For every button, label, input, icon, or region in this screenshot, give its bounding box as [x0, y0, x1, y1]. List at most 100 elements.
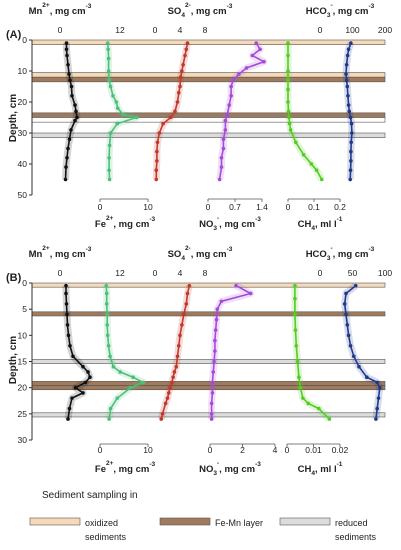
data-point — [229, 94, 233, 98]
data-point — [178, 84, 182, 89]
data-point — [115, 396, 120, 400]
data-point — [295, 359, 300, 364]
data-point — [174, 364, 179, 369]
legend-label: reduced — [335, 518, 368, 528]
series-line — [294, 285, 330, 420]
data-point — [350, 131, 354, 135]
top-axis-label: Mn2+, mg cm-3 — [29, 245, 92, 260]
data-point — [346, 47, 351, 52]
top-tick-label: 200 — [378, 25, 392, 35]
data-point — [181, 63, 185, 67]
series-line — [105, 285, 144, 420]
data-point — [64, 291, 68, 296]
y-tick-label: 10 — [18, 330, 28, 340]
data-point — [210, 380, 215, 385]
band-oxidized — [31, 72, 386, 78]
data-point — [349, 121, 354, 126]
data-point — [88, 375, 92, 380]
data-point — [106, 56, 111, 61]
band-boxed — [31, 117, 386, 123]
y-tick-label: 10 — [18, 66, 28, 76]
data-point — [114, 100, 119, 104]
data-point — [378, 385, 382, 390]
data-point — [107, 177, 112, 182]
data-point — [81, 364, 85, 369]
legend-label-2: sediments — [335, 532, 377, 542]
data-point — [160, 412, 165, 416]
y-tick-label: 20 — [18, 383, 28, 393]
bottom-tick-label: 0 — [206, 202, 211, 212]
bottom-tick-label: 2 — [240, 445, 245, 455]
data-point — [357, 364, 361, 369]
data-point — [69, 84, 74, 89]
band-reduced — [31, 132, 386, 138]
bottom-tick-label: 0 — [98, 445, 103, 455]
data-point — [229, 84, 233, 89]
top-tick-label: 4 — [178, 268, 183, 278]
top-tick-label: 50 — [348, 268, 358, 278]
data-point — [244, 66, 249, 70]
data-point — [108, 84, 113, 89]
data-point — [154, 177, 159, 182]
data-point — [172, 370, 177, 374]
data-point — [64, 47, 69, 52]
legend-label-2: sediments — [85, 532, 127, 542]
data-point — [286, 87, 290, 92]
band-reduced — [31, 359, 386, 364]
data-point — [317, 406, 321, 411]
data-point — [298, 385, 303, 390]
data-point — [209, 417, 214, 421]
data-point — [178, 75, 183, 79]
data-point — [64, 41, 69, 45]
data-point — [306, 401, 311, 406]
top-axis-label: SO42-, mg cm-3 — [168, 2, 233, 19]
data-point — [176, 344, 181, 348]
data-point — [345, 53, 350, 58]
data-point — [181, 312, 186, 317]
data-point — [134, 115, 139, 120]
data-point — [346, 94, 350, 98]
bottom-axis-label: Fe2+, mg cm-3 — [95, 215, 156, 230]
data-point — [67, 406, 72, 411]
y-tick-label: 20 — [18, 97, 28, 107]
data-point — [250, 53, 255, 58]
data-point — [106, 47, 110, 52]
data-point — [168, 385, 172, 390]
y-tick-label: 0 — [22, 35, 27, 45]
data-point — [286, 53, 290, 58]
data-point — [217, 177, 222, 182]
data-point — [108, 406, 113, 411]
data-point — [183, 53, 187, 58]
y-tick-label: 50 — [18, 190, 28, 200]
data-point — [67, 72, 71, 76]
data-point — [293, 296, 297, 301]
data-point — [287, 121, 292, 126]
top-axis-label: HCO3-, mg cm-3 — [306, 245, 375, 262]
data-point — [215, 307, 220, 311]
data-point — [86, 370, 90, 374]
bottom-tick-label: 10 — [143, 202, 153, 212]
legend-label: Fe-Mn layer — [215, 518, 263, 528]
band-fe-mn — [31, 112, 386, 118]
data-point — [209, 412, 214, 416]
series-halo — [284, 43, 325, 182]
data-point — [105, 333, 110, 338]
data-point — [65, 323, 70, 327]
data-point — [159, 417, 164, 421]
data-point — [209, 401, 214, 406]
y-tick-label: 5 — [22, 304, 27, 314]
data-point — [163, 401, 168, 406]
data-point — [108, 354, 112, 359]
data-point — [327, 417, 332, 421]
data-point — [115, 106, 120, 110]
data-point — [74, 109, 78, 114]
data-point — [131, 375, 135, 380]
data-point — [65, 156, 69, 160]
data-point — [219, 299, 224, 304]
bottom-tick-label: 4 — [273, 445, 278, 455]
data-point — [286, 69, 290, 73]
data-point — [107, 168, 111, 172]
top-tick-label: 0 — [318, 25, 323, 35]
series-halo — [208, 282, 255, 420]
data-point — [293, 283, 297, 288]
